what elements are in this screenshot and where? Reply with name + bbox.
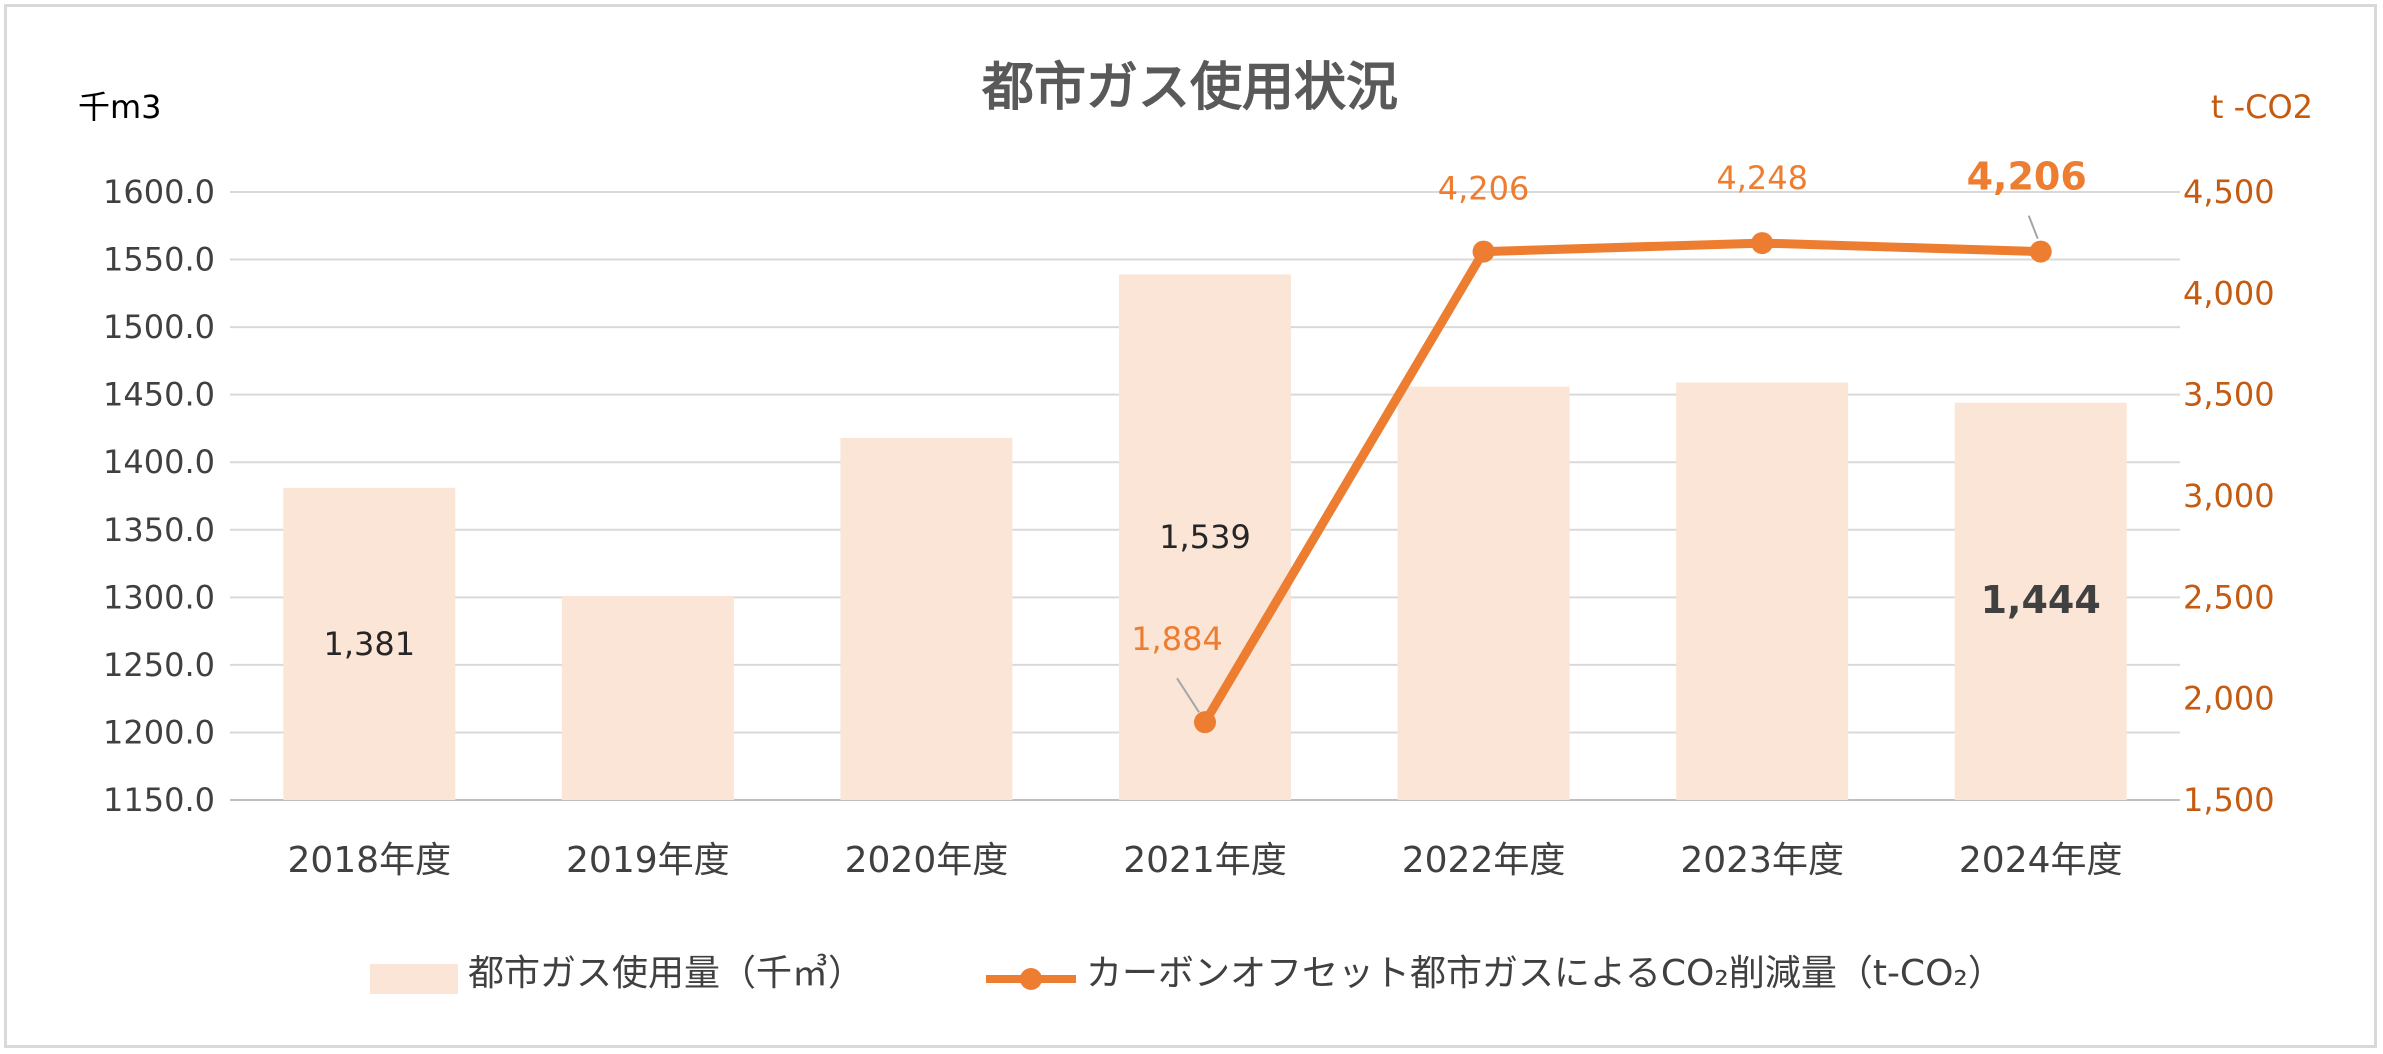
left-axis-unit: 千m3 [78, 88, 162, 126]
data-labels: 1,381 1,539 1,444 1,884 4,206 4,248 4,206 [323, 155, 2100, 663]
series-line [1201, 238, 2041, 725]
label-leader-line [1176, 677, 1200, 713]
left-tick-label: 1400.0 [103, 443, 215, 481]
line-data-label: 1,884 [1131, 620, 1223, 658]
left-tick-label: 1450.0 [103, 376, 215, 414]
legend-bar-swatch [370, 964, 458, 994]
right-tick-label: 3,000 [2183, 477, 2275, 515]
line-point [2029, 240, 2052, 263]
x-tick-label: 2022年度 [1402, 840, 1566, 881]
line-data-label: 4,206 [1967, 155, 2087, 199]
bar [1954, 402, 2127, 800]
right-tick-label: 2,000 [2183, 680, 2275, 718]
bar-data-label: 1,539 [1159, 518, 1251, 556]
x-tick-label: 2024年度 [1959, 840, 2123, 881]
x-tick-label: 2019年度 [566, 840, 730, 881]
chart-title: 都市ガス使用状況 [981, 58, 1398, 118]
left-tick-label: 1550.0 [103, 241, 215, 279]
legend-line-label: カーボンオフセット都市ガスによるCO₂削減量（t-CO₂） [1086, 953, 2004, 994]
legend-line-marker [1020, 968, 1042, 990]
bar [283, 487, 456, 800]
line-point [1472, 240, 1495, 263]
x-tick-label: 2018年度 [287, 840, 451, 881]
bar-data-label: 1,444 [1981, 578, 2101, 622]
right-tick-label: 4,500 [2183, 173, 2275, 211]
line-point [1751, 232, 1774, 255]
axis-ticks: 1600.0 1550.0 1500.0 1450.0 1400.0 1350.0 1300… [103, 173, 2275, 881]
bar-data-label: 1,381 [323, 625, 415, 663]
left-tick-label: 1250.0 [103, 646, 215, 684]
bar [1676, 382, 1849, 800]
line-point [1194, 711, 1216, 734]
x-tick-label: 2023年度 [1680, 840, 1844, 881]
left-tick-label: 1300.0 [103, 578, 215, 616]
bar [561, 595, 734, 800]
left-tick-label: 1500.0 [103, 308, 215, 346]
x-tick-label: 2020年度 [845, 840, 1009, 881]
bar [840, 437, 1013, 800]
right-tick-label: 2,500 [2183, 578, 2275, 616]
legend-bar-label: 都市ガス使用量（千㎥） [468, 953, 864, 994]
line-data-label: 4,248 [1716, 159, 1808, 197]
right-tick-label: 4,000 [2183, 274, 2275, 312]
x-tick-label: 2021年度 [1123, 840, 1287, 881]
right-axis-unit: t -CO2 [2211, 88, 2313, 126]
line-data-label: 4,206 [1438, 170, 1530, 208]
left-tick-label: 1200.0 [103, 713, 215, 751]
label-leader-line [2027, 215, 2039, 239]
bar [1397, 386, 1570, 800]
legend: 都市ガス使用量（千㎥） カーボンオフセット都市ガスによるCO₂削減量（t-CO₂… [370, 953, 2004, 994]
line-series [1176, 215, 2052, 734]
left-tick-label: 1350.0 [103, 511, 215, 549]
bar-series [283, 274, 2127, 800]
right-tick-label: 3,500 [2183, 376, 2275, 414]
left-tick-label: 1600.0 [103, 173, 215, 211]
left-tick-label: 1150.0 [103, 781, 215, 819]
right-tick-label: 1,500 [2183, 781, 2275, 819]
